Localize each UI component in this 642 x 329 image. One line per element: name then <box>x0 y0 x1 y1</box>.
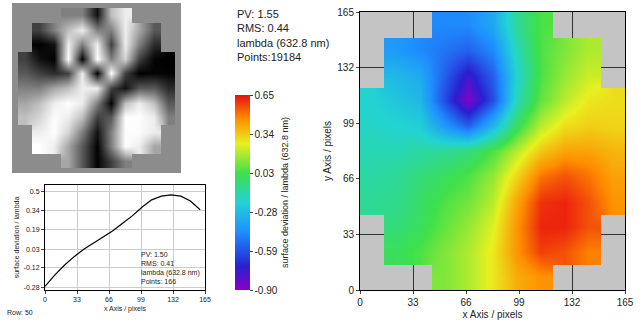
svg-text:99: 99 <box>513 297 525 308</box>
svg-text:132: 132 <box>564 297 581 308</box>
svg-text:surface deviation / lambda (63: surface deviation / lambda (632.8 nm) <box>280 117 290 268</box>
svg-text:33: 33 <box>73 296 81 303</box>
svg-text:66: 66 <box>343 173 355 184</box>
svg-text:0: 0 <box>357 297 363 308</box>
svg-text:-0.12: -0.12 <box>24 264 40 271</box>
svg-text:x Axis / pixels: x Axis / pixels <box>104 305 147 313</box>
svg-text:0.34: 0.34 <box>26 207 40 214</box>
svg-text:66: 66 <box>460 297 472 308</box>
svg-text:33: 33 <box>343 229 355 240</box>
svg-text:66: 66 <box>105 296 113 303</box>
svg-text:0.19: 0.19 <box>26 226 40 233</box>
svg-text:0.03: 0.03 <box>26 246 40 253</box>
svg-text:132: 132 <box>337 62 354 73</box>
svg-text:165: 165 <box>199 296 211 303</box>
svg-text:0: 0 <box>43 296 47 303</box>
svg-text:x Axis / pixels: x Axis / pixels <box>462 309 522 320</box>
svg-text:0: 0 <box>348 285 354 296</box>
svg-text:PV: 1.50RMS: 0.41lambda (632.8: PV: 1.50RMS: 0.41lambda (632.8 nm)Points… <box>141 251 200 285</box>
svg-text:PV: 1.55RMS: 0.44lambda (632.8: PV: 1.55RMS: 0.44lambda (632.8 nm)Points… <box>237 8 329 63</box>
svg-text:99: 99 <box>137 296 145 303</box>
svg-text:-0.59: -0.59 <box>255 246 278 257</box>
svg-text:y Axis / pixels: y Axis / pixels <box>322 121 333 181</box>
svg-text:99: 99 <box>343 118 355 129</box>
svg-text:165: 165 <box>617 297 634 308</box>
svg-text:surface deviation / lambda: surface deviation / lambda <box>13 197 20 279</box>
svg-text:-0.90: -0.90 <box>255 285 278 296</box>
svg-text:Row: 50: Row: 50 <box>7 309 33 316</box>
svg-text:0.34: 0.34 <box>255 129 275 140</box>
svg-text:33: 33 <box>407 297 419 308</box>
svg-text:0.5: 0.5 <box>30 188 40 195</box>
svg-text:-0.28: -0.28 <box>24 284 40 291</box>
svg-text:0.65: 0.65 <box>255 90 275 101</box>
svg-text:0.03: 0.03 <box>255 168 275 179</box>
svg-text:165: 165 <box>337 7 354 18</box>
svg-text:-0.28: -0.28 <box>255 207 278 218</box>
svg-text:132: 132 <box>167 296 179 303</box>
